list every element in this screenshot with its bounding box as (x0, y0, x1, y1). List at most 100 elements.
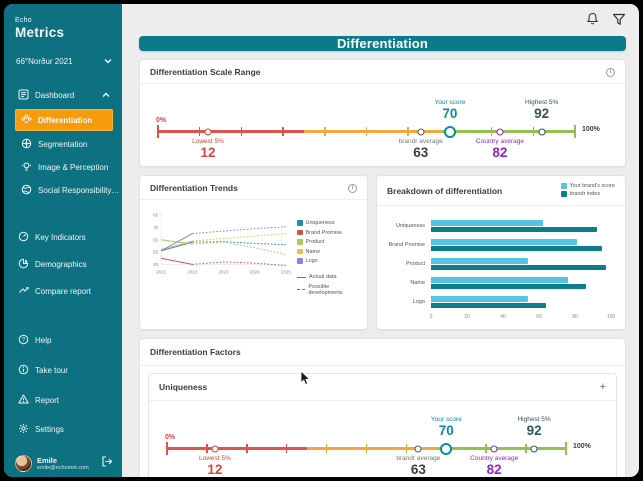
sidebar-item-help[interactable]: ? Help (15, 329, 113, 352)
sidebar-item-social-responsibility[interactable]: Social Responsibility… (15, 179, 119, 202)
axis-tick-label: 80 (572, 314, 578, 320)
scale-marker-country-average (496, 128, 504, 135)
bar-brandr-index (431, 302, 547, 308)
bar-group (431, 276, 611, 290)
settings-icon (18, 423, 29, 436)
svg-text:75: 75 (153, 225, 158, 230)
scale-marker-your-score (440, 442, 453, 455)
legend-item: Uniqueness (297, 220, 361, 226)
trends-line-chart: 85 75 65 55 45 2021 2022 2023 2024 2025 (144, 206, 297, 299)
year-selector-dropdown[interactable]: 66°Norður 2021 (15, 55, 113, 68)
sidebar-item-take-tour[interactable]: Take tour (15, 359, 113, 382)
sidebar-item-differentiation[interactable]: Differentiation (15, 109, 113, 131)
sidebar-item-settings[interactable]: Settings (15, 418, 113, 441)
scale-min-label: 0% (165, 434, 176, 441)
scale-label-group: Your score 70 (434, 99, 465, 122)
trends-card: Differentiation Trends i 85 75 65 55 45 2021 2… (139, 175, 368, 330)
bar-category-label: Logo (412, 299, 425, 305)
utility-nav: ? Help Take tour Report Settings (15, 322, 113, 448)
scale-marker-highest-5- (538, 128, 546, 135)
scale-tick (532, 127, 535, 136)
legend-label: Logo (305, 258, 318, 264)
sidebar-item-label: Key Indicators (35, 233, 86, 242)
scale-tick (246, 444, 248, 453)
sidebar-item-label: Compare report (35, 286, 92, 296)
legend-item: brandr index (561, 191, 615, 197)
bar-brandr-index (431, 264, 606, 270)
scale-endcap (574, 125, 576, 138)
factor-header-uniqueness[interactable]: Uniqueness + (149, 374, 616, 400)
sidebar-item-compare-report[interactable]: Compare report (15, 280, 113, 302)
scale-tick (240, 127, 243, 136)
scale-tick (198, 127, 201, 136)
svg-text:2022: 2022 (187, 269, 197, 274)
scale-tick (282, 127, 284, 136)
scale-range-body: Your score 70 Highest 5% 92 Lowest 5% 12 brand… (140, 84, 625, 166)
dashed-line-sample (297, 289, 306, 290)
trends-body: 85 75 65 55 45 2021 2022 2023 2024 2025 Uniquenes… (140, 200, 367, 303)
legend-item-linestyle: Actual data (297, 274, 361, 280)
breakdown-card-header: Breakdown of differentiation Your brand'… (377, 176, 625, 206)
sidebar-item-demographics[interactable]: Demographics (15, 253, 113, 276)
axis-tick-label: 20 (464, 314, 470, 320)
scale-endcap (157, 125, 159, 138)
bar-group (431, 238, 611, 252)
scale-min-label: 0% (156, 117, 167, 124)
scale-track: Your score 70 Highest 5% 92 Lowest 5% 12 brand… (165, 416, 591, 477)
expand-icon[interactable]: + (599, 381, 606, 393)
legend-swatch (561, 191, 567, 197)
sidebar: Echo Metrics 66°Norður 2021 Dashboard Di… (4, 4, 122, 477)
legend-label: Possible developments (308, 283, 343, 296)
legend-item: Name (297, 249, 361, 255)
info-icon[interactable]: i (348, 183, 357, 193)
scale-marker-label: Lowest 5% (198, 455, 231, 462)
scale-label-group: Your score 70 (431, 416, 462, 439)
legend-label: Your brand's score (569, 183, 616, 189)
social-responsibility-icon (21, 184, 32, 197)
breakdown-bar-chart: Uniqueness Brand Promise Product Name Logo 0 2… (377, 206, 625, 329)
scale-max-label: 100% (573, 443, 591, 450)
scale-marker-value: 82 (492, 145, 508, 161)
bar-row: Product (383, 257, 611, 271)
scale-label-group: brandr average 63 (399, 138, 443, 161)
bell-icon[interactable] (586, 12, 599, 31)
sidebar-item-image-perception[interactable]: Image & Perception (15, 156, 113, 179)
user-meta: Emile emile@echomet.com (37, 456, 96, 471)
chevron-up-icon (102, 91, 110, 100)
sidebar-item-segmentation[interactable]: Segmentation (15, 133, 113, 156)
legend-item: Your brand's score (561, 183, 615, 189)
main-content: Differentiation Differentiation Scale Ra… (122, 4, 639, 477)
scale-marker-label: Country average (470, 455, 519, 462)
bar-category-label: Uniqueness (395, 223, 425, 229)
scale-track: Your score 70 Highest 5% 92 Lowest 5% 12 brand… (156, 99, 600, 160)
sidebar-item-key-indicators[interactable]: Key Indicators (15, 226, 113, 249)
scale-tick (405, 444, 408, 453)
sidebar-item-report[interactable]: Report (15, 389, 113, 411)
axis-tick-label: 40 (500, 314, 506, 320)
trends-card-header: Differentiation Trends i (140, 176, 367, 200)
take-tour-icon (18, 364, 29, 377)
image-perception-icon (21, 161, 32, 174)
factor-body-uniqueness: Your score 70 Highest 5% 92 Lowest 5% 12 brand… (149, 400, 616, 477)
logout-icon[interactable] (101, 454, 113, 472)
app-window: Echo Metrics 66°Norður 2021 Dashboard Di… (4, 4, 639, 477)
brand-line1: Echo (15, 17, 32, 24)
legend-item-linestyle: Possible developments (297, 284, 361, 296)
compare-report-icon (18, 285, 29, 297)
sidebar-item-dashboard[interactable]: Dashboard (15, 84, 113, 107)
legend-label: Brand Promise (305, 229, 342, 236)
scale-marker-label: Your score (430, 416, 462, 423)
bar-group (431, 295, 611, 309)
legend-label: Actual data (309, 274, 337, 280)
svg-text:2025: 2025 (281, 269, 291, 274)
scale-marker-lowest-5- (204, 128, 212, 135)
scale-label-group: Highest 5% 92 (517, 416, 550, 439)
filter-icon[interactable] (612, 13, 626, 31)
scale-segment (303, 130, 442, 133)
scale-marker-label: Lowest 5% (192, 138, 224, 145)
brand-line2: Metrics (15, 25, 65, 40)
info-icon[interactable]: i (606, 67, 615, 77)
factor-panel-uniqueness: Uniqueness + Your score 70 Highest 5% 92 Low… (148, 373, 617, 477)
user-account[interactable]: Emile emile@echomet.com (15, 454, 113, 472)
sidebar-item-label: Dashboard (35, 91, 75, 100)
